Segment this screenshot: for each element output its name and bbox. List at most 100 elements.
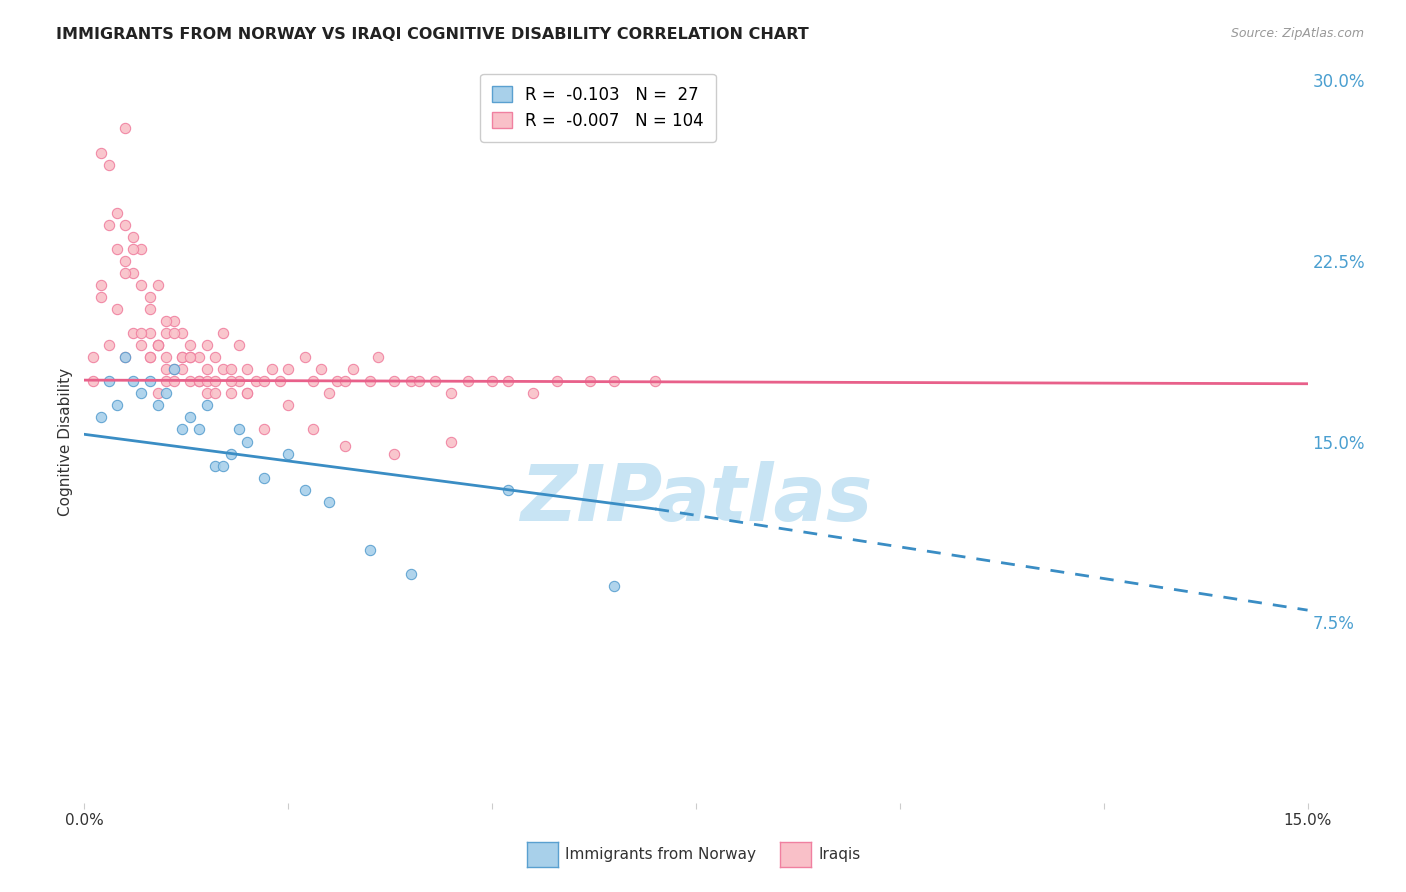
Point — [114, 218, 136, 232]
Point — [163, 362, 186, 376]
Point — [97, 218, 120, 232]
Point — [131, 338, 153, 352]
Point — [97, 157, 120, 171]
Point — [195, 362, 218, 376]
Point — [131, 386, 153, 401]
Point — [253, 470, 276, 484]
Point — [187, 350, 209, 364]
Point — [498, 483, 520, 497]
Point — [138, 290, 160, 304]
Point — [212, 362, 235, 376]
Point — [382, 374, 405, 388]
Point — [260, 362, 283, 376]
Point — [114, 266, 136, 280]
Point — [138, 374, 160, 388]
Point — [179, 350, 201, 364]
Point — [163, 362, 186, 376]
Point — [146, 386, 169, 401]
Point — [309, 362, 332, 376]
Point — [155, 374, 177, 388]
Point — [342, 362, 364, 376]
Point — [114, 350, 136, 364]
Point — [228, 338, 250, 352]
Point — [163, 374, 186, 388]
Point — [131, 326, 153, 340]
Point — [155, 386, 177, 401]
Point — [172, 362, 194, 376]
Point — [359, 542, 381, 557]
Point — [408, 374, 430, 388]
Point — [122, 326, 145, 340]
Point — [245, 374, 267, 388]
Point — [105, 398, 128, 412]
Point — [359, 374, 381, 388]
Point — [122, 242, 145, 256]
Point — [179, 410, 201, 425]
Text: ZIPatlas: ZIPatlas — [520, 461, 872, 537]
Point — [131, 242, 153, 256]
Point — [204, 386, 226, 401]
Point — [204, 374, 226, 388]
Point — [522, 386, 544, 401]
Point — [146, 338, 169, 352]
Point — [146, 398, 169, 412]
Point — [440, 386, 463, 401]
Point — [498, 374, 520, 388]
Point — [82, 350, 104, 364]
Point — [97, 374, 120, 388]
Point — [163, 326, 186, 340]
Point — [236, 386, 259, 401]
Point — [603, 374, 626, 388]
Point — [155, 350, 177, 364]
Point — [326, 374, 349, 388]
Point — [138, 326, 160, 340]
Point — [212, 326, 235, 340]
Point — [253, 374, 276, 388]
Point — [155, 326, 177, 340]
Y-axis label: Cognitive Disability: Cognitive Disability — [58, 368, 73, 516]
Point — [219, 374, 242, 388]
Point — [212, 458, 235, 473]
Point — [318, 386, 340, 401]
Point — [301, 374, 323, 388]
Point — [204, 458, 226, 473]
Point — [236, 362, 259, 376]
Point — [546, 374, 568, 388]
Text: Immigrants from Norway: Immigrants from Norway — [565, 847, 756, 862]
Point — [277, 446, 299, 460]
Point — [114, 350, 136, 364]
Point — [204, 350, 226, 364]
Point — [105, 205, 128, 219]
Point — [172, 350, 194, 364]
Point — [423, 374, 446, 388]
Point — [90, 290, 112, 304]
Point — [122, 266, 145, 280]
Point — [187, 374, 209, 388]
Point — [236, 386, 259, 401]
Point — [146, 338, 169, 352]
Point — [82, 374, 104, 388]
Point — [172, 350, 194, 364]
Point — [90, 145, 112, 160]
Legend: R =  -0.103   N =  27, R =  -0.007   N = 104: R = -0.103 N = 27, R = -0.007 N = 104 — [481, 74, 716, 142]
Point — [228, 374, 250, 388]
Point — [146, 338, 169, 352]
Point — [146, 277, 169, 292]
Point — [105, 242, 128, 256]
Point — [179, 350, 201, 364]
Point — [399, 374, 422, 388]
Text: IMMIGRANTS FROM NORWAY VS IRAQI COGNITIVE DISABILITY CORRELATION CHART: IMMIGRANTS FROM NORWAY VS IRAQI COGNITIV… — [56, 27, 808, 42]
Point — [195, 398, 218, 412]
Point — [399, 567, 422, 582]
Point — [172, 326, 194, 340]
Point — [301, 422, 323, 436]
Text: Iraqis: Iraqis — [818, 847, 860, 862]
Point — [131, 277, 153, 292]
Point — [97, 338, 120, 352]
Point — [335, 439, 357, 453]
Point — [187, 422, 209, 436]
Point — [579, 374, 602, 388]
Point — [122, 374, 145, 388]
Text: Source: ZipAtlas.com: Source: ZipAtlas.com — [1230, 27, 1364, 40]
Point — [277, 398, 299, 412]
